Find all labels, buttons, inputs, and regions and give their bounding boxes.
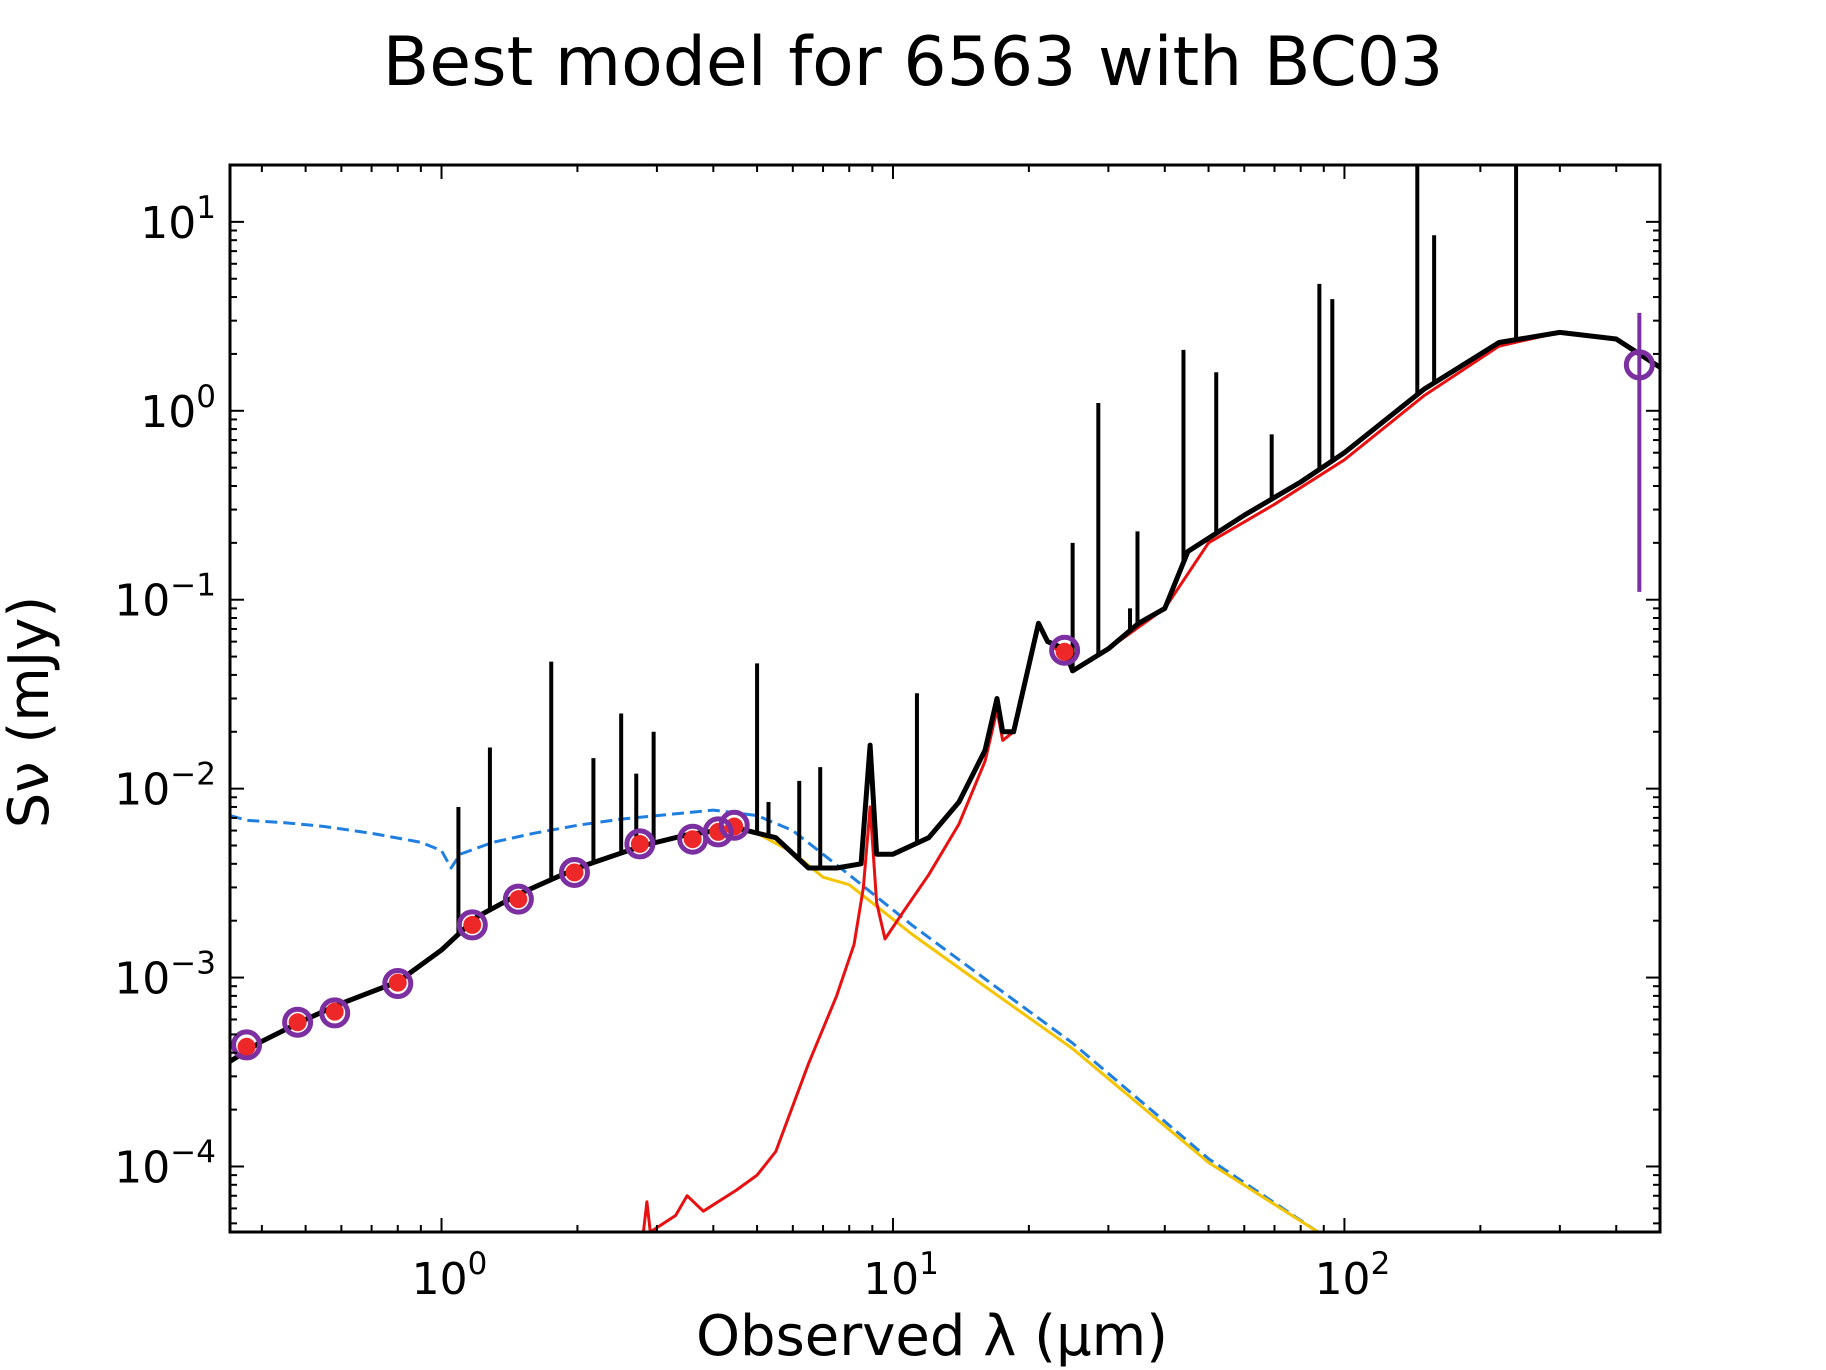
observed-flux-point xyxy=(502,883,534,915)
x-tick-label: 101 xyxy=(863,1246,939,1305)
chart-title: Best model for 6563 with BC03 xyxy=(383,23,1444,102)
model-flux-point xyxy=(683,830,702,849)
plot-area xyxy=(230,165,1660,1232)
y-tick-label: 101 xyxy=(140,190,216,249)
model-flux-point xyxy=(565,863,584,882)
y-tick-label: 10−3 xyxy=(114,946,216,1005)
model-flux-point xyxy=(463,915,482,934)
observed-flux-point xyxy=(624,828,656,860)
model-flux-point xyxy=(388,973,407,992)
series-line-unattenuated-stellar xyxy=(230,808,1321,1232)
observed-flux-point xyxy=(382,968,414,1000)
observed-flux-point xyxy=(1049,634,1081,666)
y-tick-label: 10−1 xyxy=(114,568,216,627)
observed-flux-point xyxy=(456,909,488,941)
y-tick-label: 100 xyxy=(140,379,216,438)
model-flux-point xyxy=(1055,642,1074,661)
x-tick-label: 100 xyxy=(412,1246,488,1305)
observed-flux-point xyxy=(282,1006,314,1038)
y-tick-label: 10−2 xyxy=(114,757,216,816)
observed-flux-point xyxy=(1623,349,1655,381)
axis-ticks: 100 101 102 10−4 10−3 10−2 10−1 100 101 xyxy=(114,164,1661,1305)
x-axis-title: Observed λ (μm) xyxy=(696,1304,1168,1369)
data-markers xyxy=(231,312,1655,1061)
model-flux-point xyxy=(325,1002,344,1021)
series-line-total-model xyxy=(230,329,1660,1064)
y-axis-title: Sν (mJy) xyxy=(0,596,62,829)
model-flux-point xyxy=(509,890,528,909)
plot-frame xyxy=(228,163,1662,1234)
observed-flux-point xyxy=(558,856,590,888)
observed-flux-point xyxy=(319,997,351,1029)
model-flux-point xyxy=(237,1037,256,1056)
observed-flux-point xyxy=(702,816,734,848)
x-tick-label: 102 xyxy=(1315,1246,1391,1305)
y-tick-label: 10−4 xyxy=(114,1134,216,1193)
observed-flux-point xyxy=(718,809,750,841)
model-flux-point xyxy=(630,834,649,853)
series-line-attenuated-stellar xyxy=(230,826,1321,1232)
model-flux-point xyxy=(288,1013,307,1032)
series-line-dust-emission xyxy=(641,330,1660,1232)
observed-flux-point xyxy=(231,1029,263,1061)
